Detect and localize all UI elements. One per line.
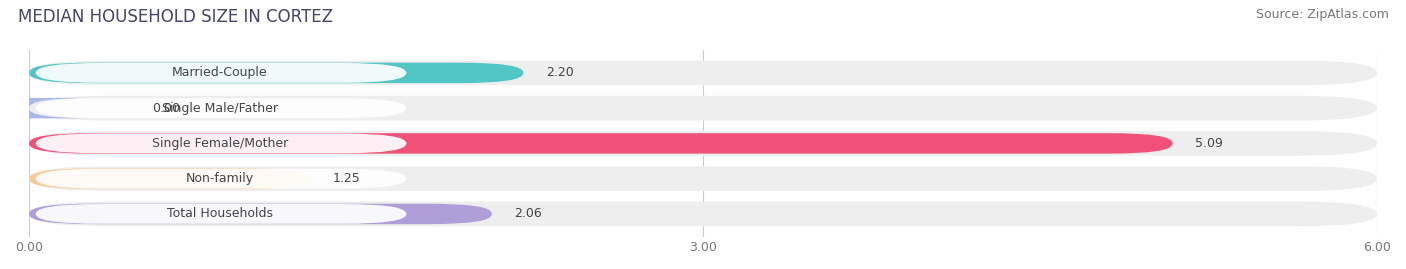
Text: Single Female/Mother: Single Female/Mother [152, 137, 288, 150]
FancyBboxPatch shape [30, 96, 1376, 121]
FancyBboxPatch shape [30, 201, 1376, 226]
FancyBboxPatch shape [35, 63, 406, 83]
Text: 1.25: 1.25 [332, 172, 360, 185]
Text: 0.00: 0.00 [153, 102, 180, 115]
FancyBboxPatch shape [30, 168, 309, 189]
Text: Married-Couple: Married-Couple [172, 66, 267, 79]
Text: 2.20: 2.20 [546, 66, 574, 79]
Text: Single Male/Father: Single Male/Father [162, 102, 278, 115]
FancyBboxPatch shape [30, 204, 492, 224]
FancyBboxPatch shape [30, 63, 523, 83]
FancyBboxPatch shape [35, 133, 406, 153]
Text: Total Households: Total Households [167, 207, 273, 220]
FancyBboxPatch shape [0, 98, 91, 118]
FancyBboxPatch shape [30, 133, 1173, 154]
FancyBboxPatch shape [35, 204, 406, 224]
Text: 2.06: 2.06 [515, 207, 543, 220]
FancyBboxPatch shape [35, 169, 406, 189]
FancyBboxPatch shape [30, 131, 1376, 156]
FancyBboxPatch shape [30, 61, 1376, 85]
Text: 5.09: 5.09 [1195, 137, 1223, 150]
Text: MEDIAN HOUSEHOLD SIZE IN CORTEZ: MEDIAN HOUSEHOLD SIZE IN CORTEZ [18, 8, 333, 26]
FancyBboxPatch shape [35, 98, 406, 118]
Text: Non-family: Non-family [186, 172, 254, 185]
FancyBboxPatch shape [30, 166, 1376, 191]
Text: Source: ZipAtlas.com: Source: ZipAtlas.com [1256, 8, 1389, 21]
